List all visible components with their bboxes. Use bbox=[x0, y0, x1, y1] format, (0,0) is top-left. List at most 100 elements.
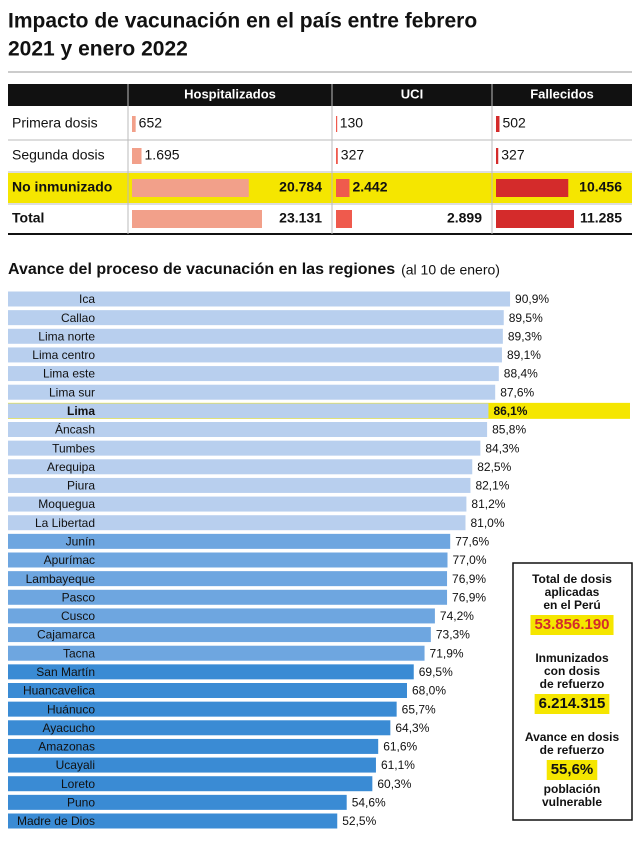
value-label: 88,4% bbox=[504, 367, 538, 381]
bar bbox=[8, 533, 451, 549]
summary-value: 53.856.190 bbox=[534, 616, 609, 633]
bar bbox=[8, 683, 407, 698]
summary-value-bg bbox=[534, 694, 610, 714]
category-label: Loreto bbox=[61, 777, 95, 791]
value-label: 65,7% bbox=[402, 702, 436, 716]
bar bbox=[8, 627, 431, 643]
value-label: 61,6% bbox=[383, 740, 417, 754]
table-value: 10.456 bbox=[579, 179, 622, 195]
value-label: 61,1% bbox=[381, 758, 415, 772]
table-bar bbox=[132, 179, 249, 197]
table-bar bbox=[132, 116, 136, 132]
summary-label: en el Perú bbox=[543, 598, 600, 612]
summary-value-bg bbox=[546, 760, 598, 780]
table-value: 11.285 bbox=[580, 210, 622, 226]
row-label: Primera dosis bbox=[12, 115, 98, 131]
value-label: 82,1% bbox=[475, 479, 509, 493]
table-bar bbox=[336, 116, 338, 132]
category-label: Cusco bbox=[61, 609, 95, 623]
bar bbox=[8, 384, 496, 400]
category-label: Arequipa bbox=[47, 460, 95, 474]
bar bbox=[8, 720, 391, 736]
summary-label: Avance en dosis bbox=[525, 730, 620, 744]
summary-label: aplicadas bbox=[545, 585, 600, 599]
value-label: 85,8% bbox=[492, 423, 526, 437]
category-label: Tacna bbox=[63, 646, 95, 660]
summary-note: población bbox=[544, 782, 601, 796]
table-header bbox=[8, 84, 632, 106]
value-label: 76,9% bbox=[452, 590, 486, 604]
table-value: 1.695 bbox=[145, 147, 180, 163]
table-bar bbox=[336, 179, 350, 197]
value-label: 73,3% bbox=[436, 628, 470, 642]
bar bbox=[8, 757, 376, 773]
category-label: Tumbes bbox=[52, 441, 95, 455]
category-label: Apurímac bbox=[44, 553, 95, 567]
value-label: 87,6% bbox=[500, 385, 534, 399]
value-label: 64,3% bbox=[395, 721, 429, 735]
category-label: Lima norte bbox=[38, 329, 95, 343]
table-value: 327 bbox=[341, 147, 365, 163]
value-label: 71,9% bbox=[430, 646, 464, 660]
category-label: Ica bbox=[79, 292, 95, 306]
table-bar bbox=[496, 179, 569, 197]
bar bbox=[8, 477, 471, 493]
category-label: Ayacucho bbox=[43, 721, 96, 735]
category-label: Lima bbox=[67, 404, 95, 418]
table-value: 2.442 bbox=[352, 179, 387, 195]
bar bbox=[8, 347, 502, 363]
row-label: Segunda dosis bbox=[12, 147, 105, 163]
bar bbox=[8, 608, 435, 624]
category-label: Moquegua bbox=[38, 497, 95, 511]
bar bbox=[8, 291, 511, 307]
title-line: Impacto de vacunación en el país entre f… bbox=[8, 10, 477, 33]
summary-label: Total de dosis bbox=[532, 572, 612, 586]
table-bar bbox=[496, 148, 499, 164]
value-label: 54,6% bbox=[352, 796, 386, 810]
title-line: 2021 y enero 2022 bbox=[8, 38, 188, 61]
summary-label: con dosis bbox=[544, 664, 600, 678]
table-bar bbox=[336, 148, 338, 164]
category-label: Áncash bbox=[55, 422, 95, 437]
table-bar bbox=[132, 148, 142, 164]
value-label: 81,2% bbox=[471, 497, 505, 511]
bar bbox=[8, 496, 467, 512]
column-header: Fallecidos bbox=[530, 86, 594, 101]
bar bbox=[8, 645, 425, 661]
table-value: 20.784 bbox=[279, 179, 322, 195]
bar bbox=[8, 571, 448, 587]
category-label: Ucayali bbox=[56, 758, 95, 772]
bar bbox=[8, 589, 448, 605]
summary-value: 55,6% bbox=[551, 761, 594, 778]
category-label: Amazonas bbox=[38, 740, 95, 754]
table-value: 2.899 bbox=[447, 210, 482, 226]
summary-label: Inmunizados bbox=[535, 651, 609, 665]
value-label: 69,5% bbox=[419, 665, 453, 679]
value-label: 76,9% bbox=[452, 572, 486, 586]
bar bbox=[8, 328, 503, 344]
value-label: 84,3% bbox=[485, 441, 519, 455]
value-label: 77,6% bbox=[455, 535, 489, 549]
value-label: 74,2% bbox=[440, 609, 474, 623]
summary-label: de refuerzo bbox=[540, 743, 605, 757]
chart-title: Avance del proceso de vacunación en las … bbox=[8, 261, 395, 278]
category-label: Junín bbox=[66, 535, 95, 549]
category-label: Callao bbox=[61, 311, 95, 325]
summary-label: de refuerzo bbox=[540, 677, 605, 691]
value-label: 60,3% bbox=[377, 777, 411, 791]
row-label: Total bbox=[12, 210, 44, 226]
category-label: Puno bbox=[67, 796, 95, 810]
category-label: Lambayeque bbox=[26, 572, 96, 586]
column-header: Hospitalizados bbox=[184, 86, 276, 101]
bar bbox=[8, 366, 499, 382]
summary-note: vulnerable bbox=[542, 795, 602, 809]
table-bar bbox=[496, 210, 574, 228]
table-bar bbox=[496, 116, 500, 132]
table-bar bbox=[336, 210, 352, 228]
bar bbox=[8, 403, 489, 419]
table-value: 23.131 bbox=[279, 210, 322, 226]
category-label: Huancavelica bbox=[23, 684, 95, 698]
category-label: Lima sur bbox=[49, 385, 95, 399]
